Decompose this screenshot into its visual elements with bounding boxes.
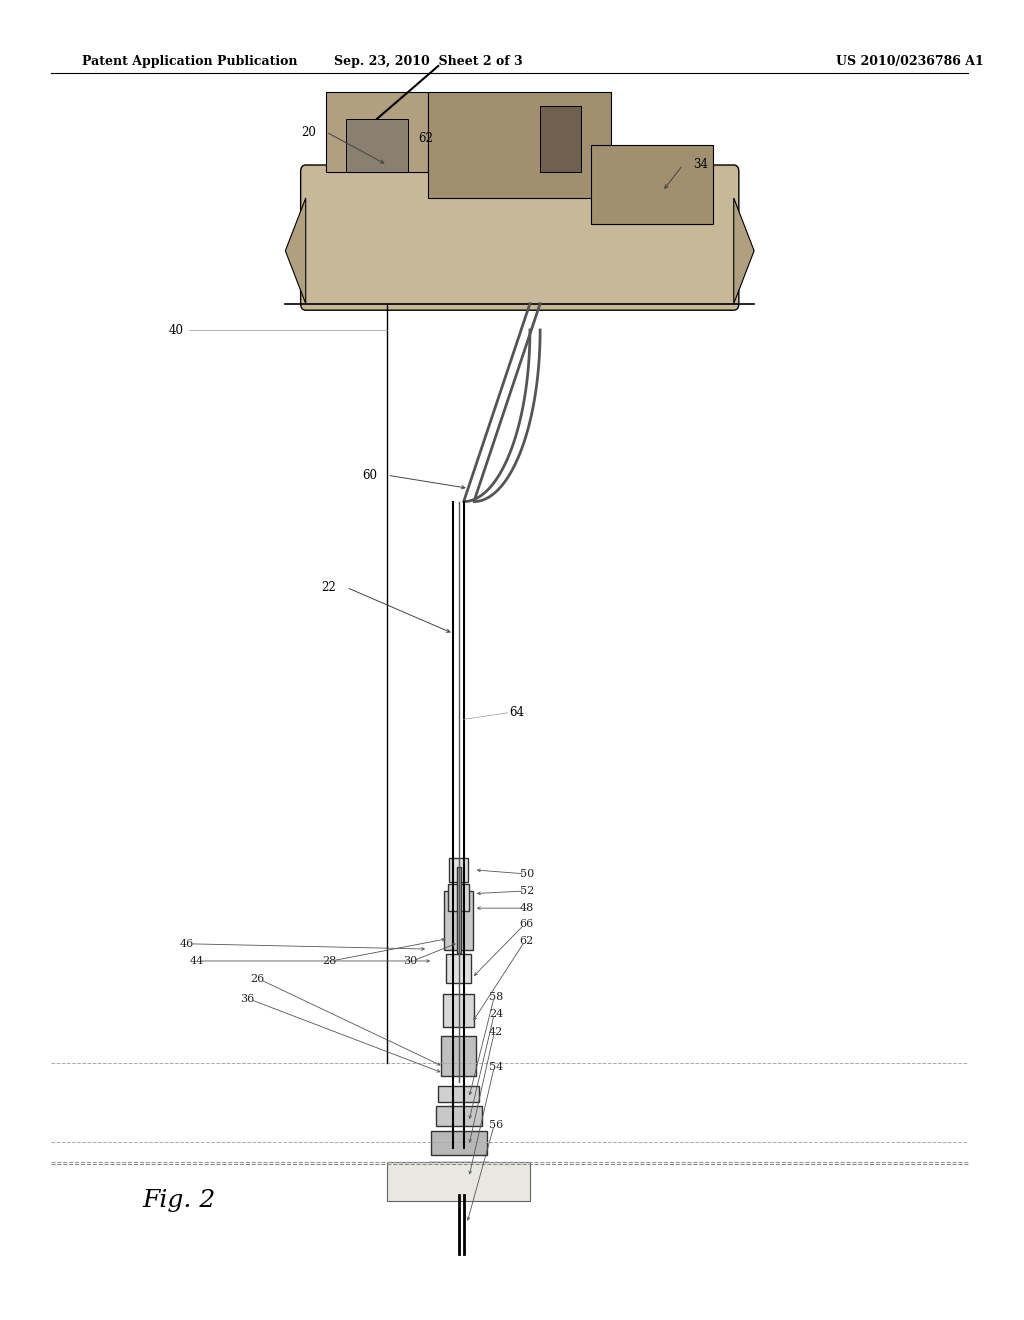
Text: 42: 42	[489, 1027, 504, 1038]
Text: 50: 50	[520, 869, 534, 879]
Text: 26: 26	[251, 974, 265, 985]
Text: 44: 44	[189, 956, 204, 966]
Bar	[438, 1086, 479, 1102]
Text: US 2010/0236786 A1: US 2010/0236786 A1	[836, 55, 983, 69]
Bar	[346, 119, 408, 172]
Text: 20: 20	[301, 125, 316, 139]
Bar	[444, 891, 473, 950]
Text: 34: 34	[693, 158, 708, 172]
Text: 60: 60	[362, 469, 377, 482]
Bar	[450, 858, 468, 882]
Bar	[326, 92, 428, 172]
Text: 52: 52	[520, 886, 534, 896]
Bar	[430, 1131, 486, 1155]
Text: Fig. 2: Fig. 2	[142, 1189, 216, 1212]
Text: 40: 40	[168, 323, 183, 337]
Text: 46: 46	[179, 939, 194, 949]
FancyBboxPatch shape	[301, 165, 739, 310]
Text: 22: 22	[322, 581, 336, 594]
Polygon shape	[734, 198, 754, 304]
Polygon shape	[286, 198, 306, 304]
Text: 54: 54	[489, 1061, 504, 1072]
Text: 62: 62	[520, 936, 534, 946]
Bar	[387, 1162, 530, 1201]
Bar	[428, 1162, 489, 1195]
Text: 66: 66	[520, 919, 534, 929]
Bar	[591, 145, 714, 224]
Bar	[443, 994, 474, 1027]
Text: 62: 62	[418, 132, 433, 145]
Bar	[435, 1106, 481, 1126]
Bar	[428, 92, 611, 198]
Text: 30: 30	[403, 956, 418, 966]
Text: 36: 36	[241, 994, 255, 1005]
Text: Sep. 23, 2010  Sheet 2 of 3: Sep. 23, 2010 Sheet 2 of 3	[334, 55, 522, 69]
Text: 56: 56	[489, 1119, 504, 1130]
Bar	[449, 884, 469, 911]
Text: 58: 58	[489, 991, 504, 1002]
Text: 64: 64	[510, 706, 524, 719]
Text: Patent Application Publication: Patent Application Publication	[82, 55, 297, 69]
Text: 48: 48	[520, 903, 534, 913]
Bar	[540, 106, 581, 172]
Bar	[457, 867, 461, 953]
Text: 28: 28	[323, 956, 336, 966]
Text: 24: 24	[489, 1008, 504, 1019]
Bar	[445, 954, 471, 983]
Bar	[440, 1036, 476, 1076]
